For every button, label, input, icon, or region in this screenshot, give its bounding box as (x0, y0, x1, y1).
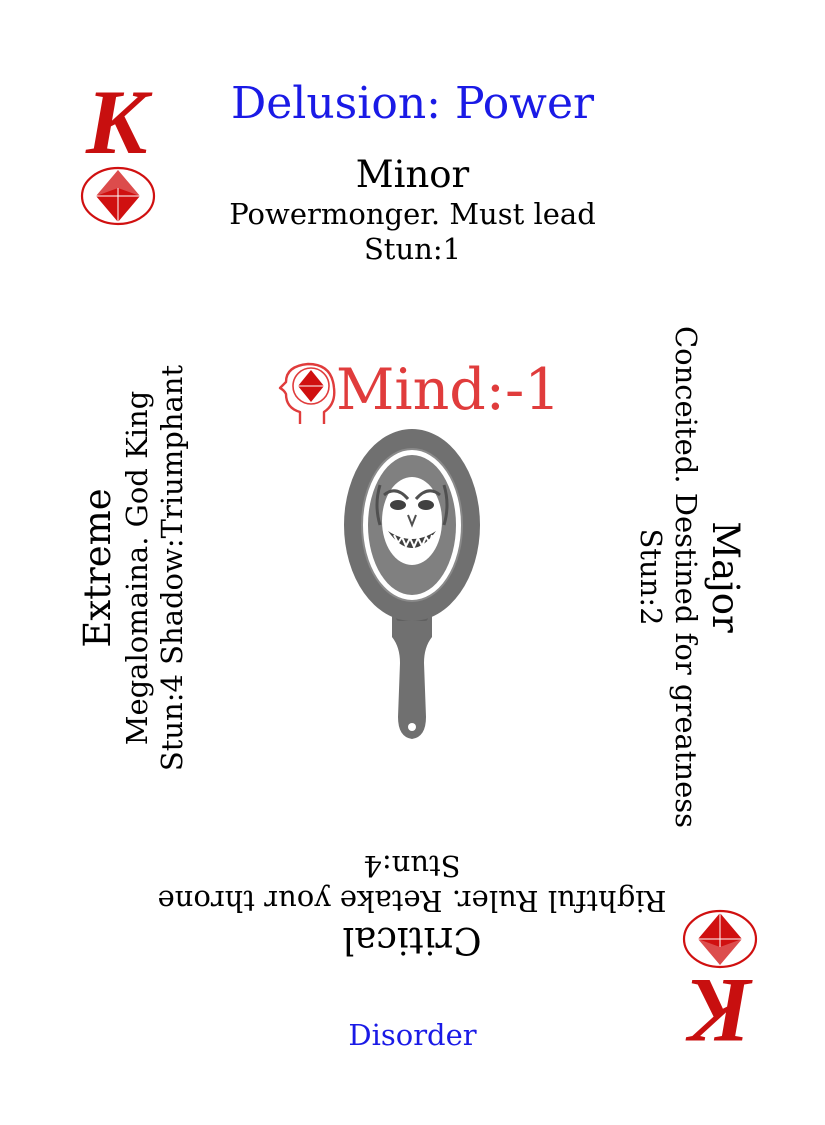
band-critical-description: Rightful Ruler. Retake your throne (157, 883, 667, 918)
band-minor-title: Minor (355, 153, 470, 196)
band-minor-description: Powermonger. Must lead (229, 197, 596, 232)
band-major-description: Conceited. Destined for greatness (668, 325, 703, 829)
band-critical: Critical Rightful Ruler. Retake your thr… (112, 848, 712, 962)
rank-top: K (86, 71, 148, 173)
band-critical-title: Critical (342, 918, 482, 962)
band-minor: Minor Powermonger. Must lead Stun:1 (0, 153, 825, 267)
band-extreme: Extreme Megalomaina. God King Stun:4 Sha… (76, 288, 190, 848)
head-with-diamond-icon (278, 360, 338, 432)
band-critical-stun: Stun:4 (363, 848, 461, 883)
card-footer: Disorder (348, 1018, 477, 1052)
stat-text: Mind:-1 (336, 357, 561, 423)
band-minor-stun: Stun:1 (363, 232, 462, 267)
diamond-suit-icon (80, 166, 156, 230)
band-major: Major Conceited. Destined for greatness … (633, 267, 747, 887)
band-major-stun: Stun:2 (633, 528, 668, 626)
band-major-title: Major (703, 521, 747, 633)
band-extreme-title: Extreme (76, 488, 120, 648)
corner-bottom: K (658, 872, 758, 1062)
band-extreme-description: Megalomaina. God King (120, 390, 155, 746)
diamond-suit-icon (682, 905, 758, 969)
band-extreme-stun: Stun:4 Shadow:Triumphant (155, 364, 190, 772)
hand-mirror-grinning-face-icon (340, 425, 484, 749)
card-title: Delusion: Power (230, 78, 595, 129)
